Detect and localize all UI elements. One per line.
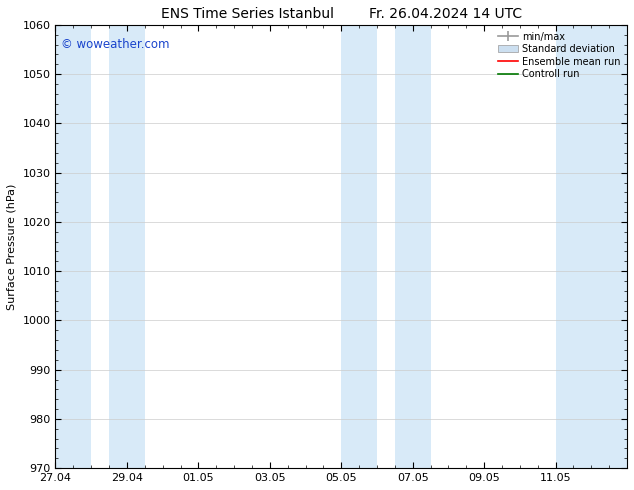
Text: © woweather.com: © woweather.com	[61, 38, 170, 51]
Bar	[109, 25, 145, 468]
Title: ENS Time Series Istanbul        Fr. 26.04.2024 14 UTC: ENS Time Series Istanbul Fr. 26.04.2024 …	[160, 7, 522, 21]
Y-axis label: Surface Pressure (hPa): Surface Pressure (hPa)	[7, 183, 17, 310]
Bar	[56, 25, 91, 468]
Legend: min/max, Standard deviation, Ensemble mean run, Controll run: min/max, Standard deviation, Ensemble me…	[496, 30, 622, 81]
Bar	[395, 25, 430, 468]
Bar	[341, 25, 377, 468]
Bar	[555, 25, 627, 468]
